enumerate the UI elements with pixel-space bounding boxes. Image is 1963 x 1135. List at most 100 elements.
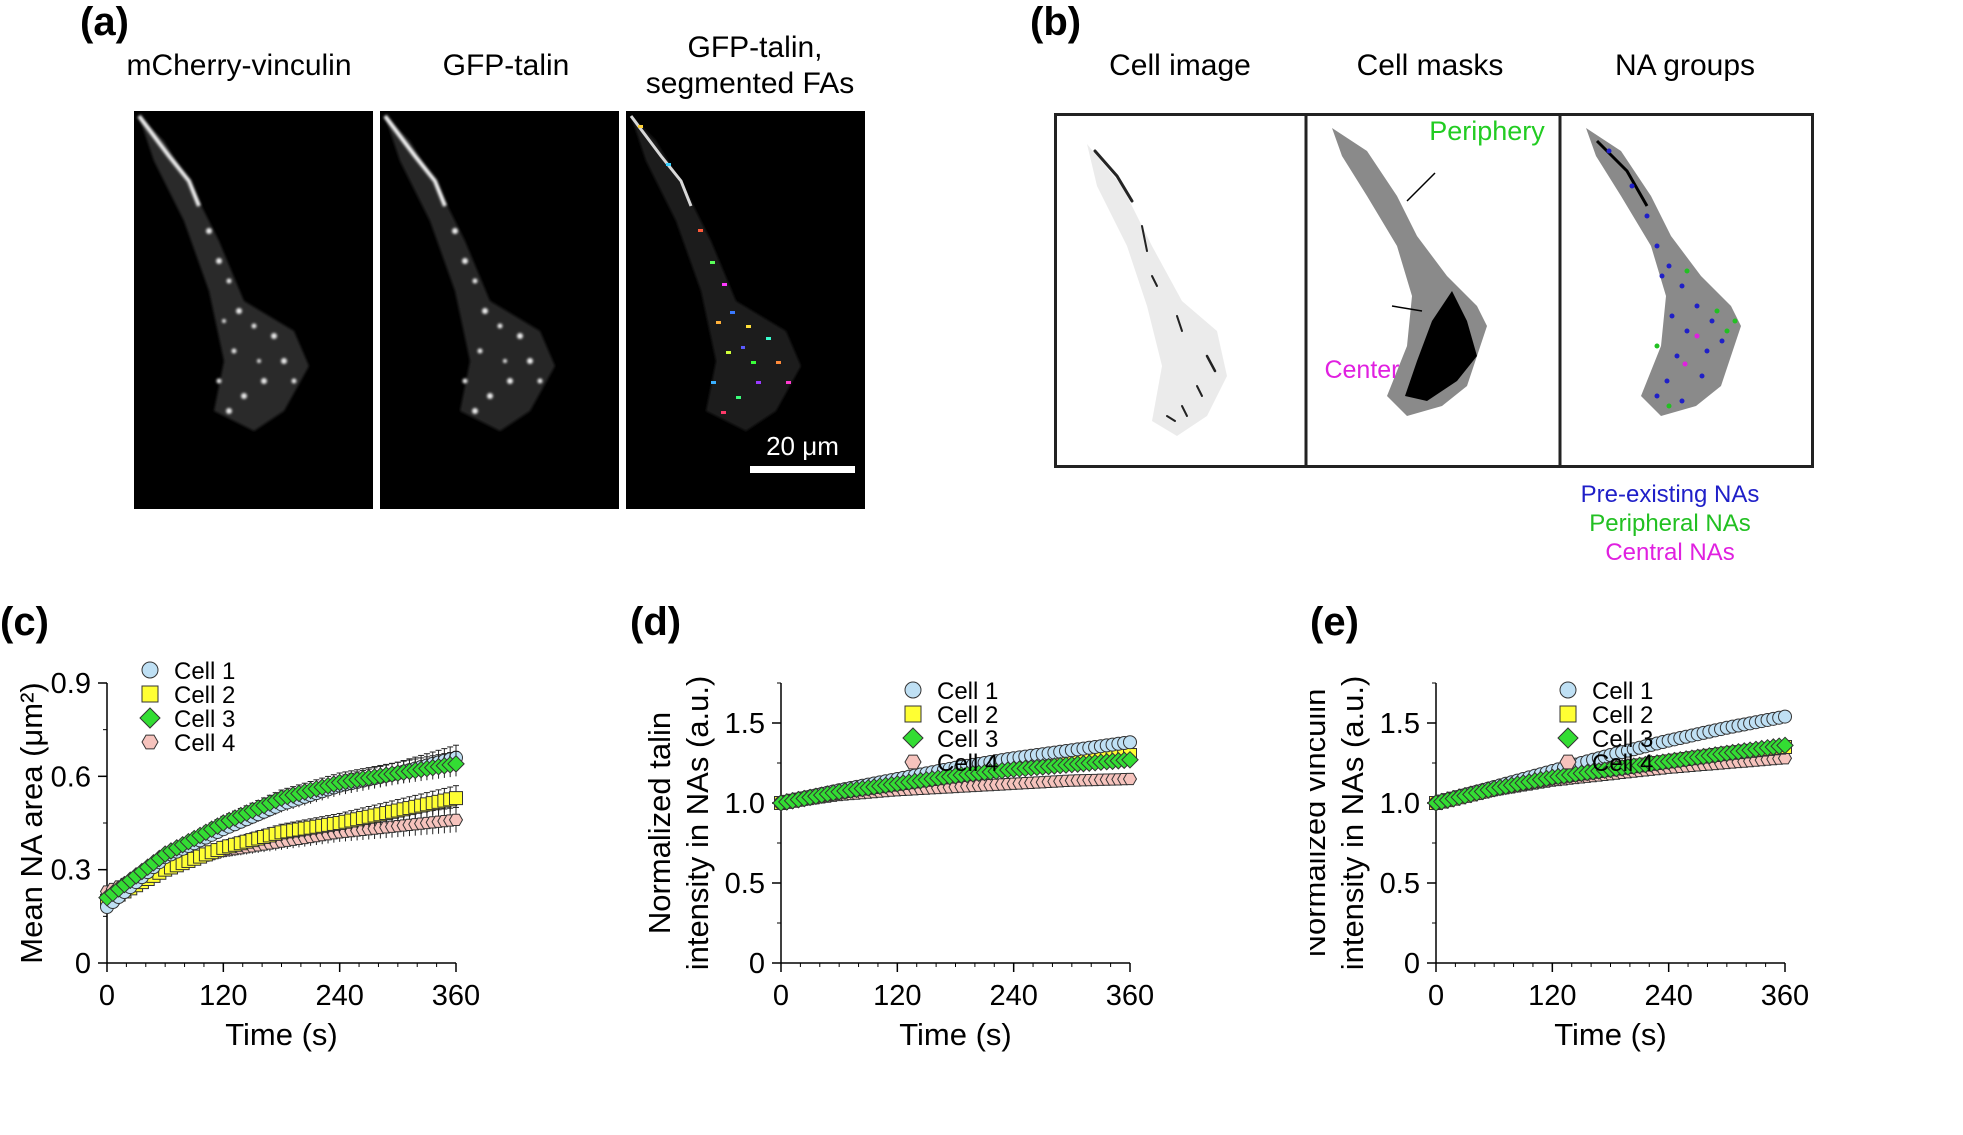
title-cell-image: Cell image: [1109, 49, 1251, 82]
title-cell-masks: Cell masks: [1356, 49, 1504, 82]
legend-label: Cell 1: [1592, 678, 1653, 705]
legend-label: Cell 4: [174, 730, 235, 757]
chart-e: 0 120 240 360 0 0.5 1.0 1.5 Time (s) Normalized v…: [1310, 676, 1809, 1052]
title-gfp-talin-seg-2: segmented FAs: [645, 67, 855, 100]
y-tick-label: 0.9: [51, 668, 91, 700]
legend-label: Cell 2: [1592, 702, 1653, 729]
title-na-groups: NA groups: [1614, 49, 1756, 82]
series-cell-3: [98, 750, 465, 907]
data-point: [1122, 772, 1138, 786]
panel-c-label: (c): [0, 600, 49, 644]
x-tick-label: 360: [1106, 980, 1154, 1012]
series-cell-3: [772, 750, 1139, 812]
annotation-center: Center: [1324, 356, 1400, 384]
data-point: [1778, 709, 1792, 724]
legend-label: Cell 1: [174, 658, 235, 685]
legend-marker: [1559, 754, 1577, 770]
y-tick-label: 0: [75, 948, 91, 980]
x-axis-label: Time (s): [225, 1017, 338, 1052]
x-tick-label: 360: [432, 980, 480, 1012]
annotation-periphery: Periphery: [1429, 116, 1545, 146]
panel-e-label: (e): [1310, 600, 1359, 644]
title-gfp-talin: GFP-talin: [442, 49, 570, 82]
legend-marker: [139, 707, 161, 729]
legend-peripheral: Peripheral NAs: [1589, 510, 1751, 537]
micrograph-vinculin: [134, 111, 373, 509]
series-cell-3: [1427, 736, 1794, 812]
x-tick-label: 120: [1528, 980, 1576, 1012]
x-tick-label: 120: [199, 980, 247, 1012]
chart-c: 0 120 240 360 0 0.3 0.6 0.9 Time (s) Mean NA area…: [14, 658, 480, 1052]
y-tick-label: 1.5: [725, 708, 765, 740]
cell-image-sub: [1087, 144, 1227, 436]
x-tick-label: 0: [99, 980, 115, 1012]
data-point: [1121, 750, 1139, 769]
legend-marker: [1559, 681, 1577, 699]
legend-marker: [141, 685, 159, 703]
y-tick-label: 1.5: [1380, 708, 1420, 740]
y-axis-label-line: Normalized vinculin: [1310, 689, 1332, 958]
title-mcherry-vinculin: mCherry-vinculin: [126, 49, 352, 82]
legend-label: Cell 3: [1592, 726, 1653, 753]
cell-masks-sub: [1332, 128, 1487, 416]
title-gfp-talin-seg-1: GFP-talin,: [687, 31, 823, 64]
chart-d: 0 120 240 360 0 0.5 1.0 1.5 Time (s) Normalized t…: [642, 676, 1154, 1052]
legend-marker: [902, 727, 924, 749]
scale-bar-label: 20 μm: [766, 431, 839, 461]
data-point: [449, 791, 463, 806]
data-point: [1123, 735, 1137, 750]
legend-label: Cell 2: [937, 702, 998, 729]
panel-a-label: (a): [80, 0, 129, 44]
legend-label: Cell 3: [174, 706, 235, 733]
legend-marker: [904, 681, 922, 699]
y-tick-label: 0.6: [51, 761, 91, 793]
micrograph-talin: [380, 111, 619, 509]
legend-label: Cell 4: [937, 750, 998, 777]
legend-marker: [141, 734, 159, 750]
legend-central: Central NAs: [1605, 539, 1735, 566]
legend-label: Cell 3: [937, 726, 998, 753]
y-axis-label: Mean NA area (μm²): [14, 682, 49, 963]
y-tick-label: 0.5: [725, 868, 765, 900]
x-tick-label: 120: [873, 980, 921, 1012]
y-tick-label: 0: [1404, 948, 1420, 980]
y-axis-label-line: intensity in NAs (a.u.): [680, 676, 715, 971]
x-axis-label: Time (s): [899, 1017, 1012, 1052]
data-point: [447, 755, 465, 773]
y-tick-label: 0: [749, 948, 765, 980]
y-tick-label: 1.0: [725, 788, 765, 820]
legend-pre-existing: Pre-existing NAs: [1580, 481, 1760, 508]
data-point: [1776, 736, 1794, 755]
y-tick-label: 0.5: [1380, 868, 1420, 900]
legend-label: Cell 2: [174, 682, 235, 709]
schematic-frame: Periphery Center: [1054, 113, 1814, 468]
legend-marker: [1559, 705, 1577, 723]
series-cell-4: [99, 806, 464, 898]
x-tick-label: 240: [989, 980, 1037, 1012]
x-tick-label: 240: [315, 980, 363, 1012]
legend-marker: [1557, 727, 1579, 749]
x-tick-label: 240: [1644, 980, 1692, 1012]
x-tick-label: 0: [1428, 980, 1444, 1012]
legend-marker: [904, 754, 922, 770]
micrograph-segmented: 20 μm: [626, 111, 865, 509]
scale-bar: [750, 466, 855, 473]
panel-d-label: (d): [630, 600, 682, 644]
legend-label: Cell 4: [1592, 750, 1653, 777]
legend-label: Cell 1: [937, 678, 998, 705]
y-tick-label: 1.0: [1380, 788, 1420, 820]
x-tick-label: 0: [773, 980, 789, 1012]
y-tick-label: 0.3: [51, 855, 91, 887]
y-axis-label-line: intensity in NAs (a.u.): [1335, 676, 1370, 971]
legend-marker: [141, 661, 159, 679]
panel-b-label: (b): [1030, 0, 1082, 44]
x-tick-label: 360: [1761, 980, 1809, 1012]
y-axis-label-line: Normalized talin: [642, 712, 677, 934]
x-axis-label: Time (s): [1554, 1017, 1667, 1052]
na-groups-sub: [1586, 128, 1741, 416]
legend-marker: [904, 705, 922, 723]
data-point: [448, 813, 464, 827]
